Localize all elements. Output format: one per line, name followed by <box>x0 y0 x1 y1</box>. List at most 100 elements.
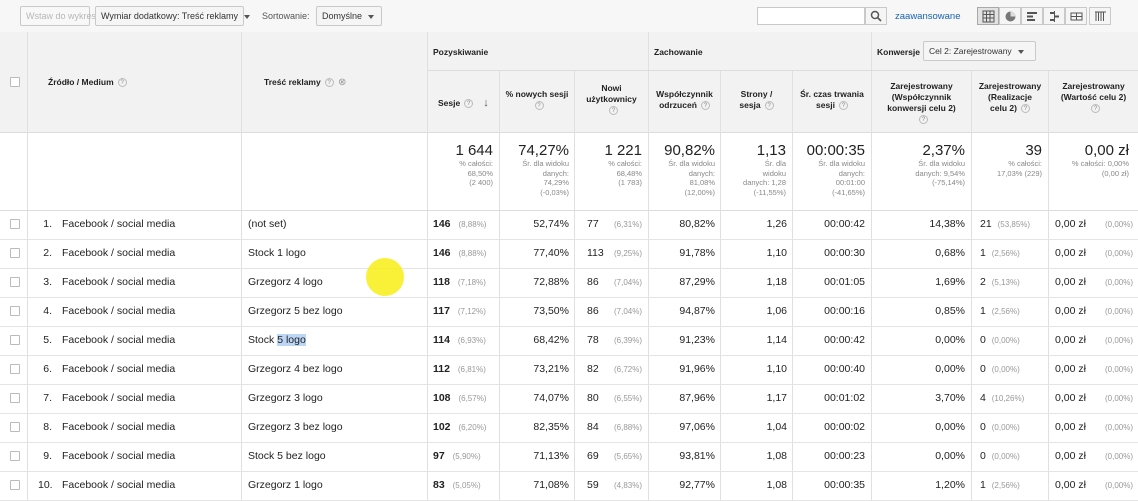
row-checkbox[interactable] <box>10 277 20 287</box>
source-medium-link[interactable]: Facebook / social media <box>62 247 176 259</box>
pages-per-session-value: 1,14 <box>766 334 787 346</box>
term-cloud-view-button[interactable] <box>1089 7 1111 25</box>
sort-select[interactable]: Domyślne <box>316 6 382 26</box>
row-checkbox[interactable] <box>10 451 20 461</box>
goal-value-value: 0,00 zł <box>1055 334 1086 346</box>
ad-content-cell[interactable]: Stock 5 logo <box>248 326 306 355</box>
source-medium-link[interactable]: Facebook / social media <box>62 305 176 317</box>
ad-content-text: Grzegorz 1 logo <box>248 479 323 491</box>
ad-content-cell[interactable]: Stock 5 bez logo <box>248 442 326 471</box>
source-medium-link[interactable]: Facebook / social media <box>62 334 176 346</box>
ad-content-cell[interactable]: Grzegorz 4 logo <box>248 268 323 297</box>
sessions-value: 102 <box>433 421 451 433</box>
help-icon[interactable]: ? <box>838 101 848 111</box>
help-icon[interactable]: ? <box>609 106 618 116</box>
goal-completions-percent: (0,00%) <box>991 336 1020 345</box>
row-checkbox[interactable] <box>10 422 20 432</box>
total-avg-duration: 00:00:35 Śr. dla widoku danych: 00:01:00 (-4… <box>806 142 865 197</box>
sessions-value: 146 <box>433 218 451 230</box>
help-icon[interactable]: ? <box>464 99 474 109</box>
table-row: 8. Facebook / social media Grzegorz 3 bez … <box>0 413 1138 443</box>
header-sessions[interactable]: Sesje? ↓ <box>438 97 489 109</box>
bounce-rate-value: 92,77% <box>679 479 715 491</box>
row-checkbox[interactable] <box>10 364 20 374</box>
new-users-percent: (6,39%) <box>613 336 642 345</box>
row-checkbox[interactable] <box>10 219 20 229</box>
new-sessions-value: 68,42% <box>533 334 569 346</box>
ad-content-cell[interactable]: Grzegorz 5 bez logo <box>248 297 343 326</box>
ad-content-text: Stock <box>248 334 278 346</box>
help-icon[interactable]: ? <box>534 101 544 111</box>
goal-select[interactable]: Cel 2: Zarejestrowany <box>923 41 1036 61</box>
help-icon[interactable]: ? <box>700 101 710 111</box>
pages-per-session-value: 1,06 <box>766 305 787 317</box>
goal-value-value: 0,00 zł <box>1055 363 1086 375</box>
avg-duration-value: 00:01:02 <box>824 392 865 404</box>
goal-value-value: 0,00 zł <box>1055 392 1086 404</box>
source-medium-link[interactable]: Facebook / social media <box>62 363 176 375</box>
row-index: 3. <box>43 276 52 288</box>
chart-rows-button[interactable]: Wstaw do wykresu <box>20 6 101 26</box>
compare-view-button[interactable] <box>1043 7 1065 25</box>
source-medium-link[interactable]: Facebook / social media <box>62 421 176 433</box>
ad-content-cell[interactable]: (not set) <box>248 210 287 239</box>
goal-value-percent: (0,00%) <box>1104 307 1133 316</box>
header-bounce-rate[interactable]: Współczynnik odrzuceń? <box>656 89 713 111</box>
ad-content-cell[interactable]: Grzegorz 4 bez logo <box>248 355 343 384</box>
source-medium-link[interactable]: Facebook / social media <box>62 276 176 288</box>
header-conversion-rate[interactable]: Zarejestrowany (Współczynnik konwersji cel… <box>887 81 956 125</box>
header-goal-completions[interactable]: Zarejestrowany (Realizacje celu 2)? <box>978 81 1042 114</box>
header-new-users[interactable]: Nowi użytkownicy? <box>586 83 637 116</box>
header-avg-duration[interactable]: Śr. czas trwania sesji? <box>800 89 864 111</box>
ad-content-cell[interactable]: Stock 1 logo <box>248 239 306 268</box>
help-icon[interactable]: ? <box>1020 104 1030 114</box>
source-medium-link[interactable]: Facebook / social media <box>62 392 176 404</box>
ad-content-cell[interactable]: Grzegorz 3 bez logo <box>248 413 343 442</box>
source-medium-link[interactable]: Facebook / social media <box>62 218 176 230</box>
pie-view-button[interactable] <box>999 7 1021 25</box>
table-view-button[interactable] <box>977 7 999 25</box>
goal-completions-percent: (2,56%) <box>991 481 1020 490</box>
help-icon[interactable]: ? <box>1091 104 1100 114</box>
header-goal-value[interactable]: Zarejestrowany (Wartość celu 2)? <box>1060 81 1127 114</box>
row-checkbox[interactable] <box>10 306 20 316</box>
ad-content-text: Stock 5 bez logo <box>248 450 326 462</box>
help-icon[interactable]: ? <box>324 78 334 88</box>
help-icon[interactable]: ? <box>117 78 127 88</box>
advanced-link[interactable]: zaawansowane <box>895 11 961 22</box>
header-ad-content[interactable]: Treść reklamy? ⊗ <box>264 77 347 89</box>
avg-duration-value: 00:00:02 <box>824 421 865 433</box>
pages-per-session-value: 1,10 <box>766 247 787 259</box>
group-acquisition: Pozyskiwanie <box>433 47 489 57</box>
row-index: 1. <box>43 218 52 230</box>
pivot-view-button[interactable] <box>1065 7 1087 25</box>
row-checkbox[interactable] <box>10 335 20 345</box>
help-icon[interactable]: ? <box>919 115 928 125</box>
new-users-percent: (5,65%) <box>613 452 642 461</box>
search-button[interactable] <box>865 7 887 25</box>
ad-content-cell[interactable]: Grzegorz 3 logo <box>248 384 323 413</box>
header-new-sessions[interactable]: % nowych sesji? <box>505 89 569 111</box>
help-icon[interactable]: ? <box>764 101 774 111</box>
source-medium-link[interactable]: Facebook / social media <box>62 479 176 491</box>
ad-content-cell[interactable]: Grzegorz 1 logo <box>248 471 323 500</box>
row-checkbox[interactable] <box>10 248 20 258</box>
sessions-percent: (6,93%) <box>457 336 486 345</box>
bar-view-button[interactable] <box>1021 7 1043 25</box>
row-checkbox[interactable] <box>10 480 20 490</box>
secondary-dimension-select[interactable]: Wymiar dodatkowy: Treść reklamy <box>95 6 250 26</box>
goal-completions-percent: (0,00%) <box>991 423 1020 432</box>
goal-completions-value: 0 <box>980 334 986 346</box>
search-input[interactable] <box>757 7 865 25</box>
new-users-percent: (7,04%) <box>613 278 642 287</box>
goal-select-value: Cel 2: Zarejestrowany <box>929 46 1012 56</box>
source-medium-link[interactable]: Facebook / social media <box>62 450 176 462</box>
select-all-checkbox[interactable] <box>10 77 20 87</box>
remove-dimension-icon[interactable]: ⊗ <box>338 77 347 89</box>
goal-value-value: 0,00 zł <box>1055 247 1086 259</box>
secondary-dimension-label: Wymiar dodatkowy: Treść reklamy <box>101 11 238 21</box>
header-source-medium[interactable]: Źródło / Medium? <box>48 77 127 88</box>
row-checkbox[interactable] <box>10 393 20 403</box>
new-sessions-value: 52,74% <box>533 218 569 230</box>
header-pages-per-session[interactable]: Strony / sesja? <box>739 89 774 111</box>
